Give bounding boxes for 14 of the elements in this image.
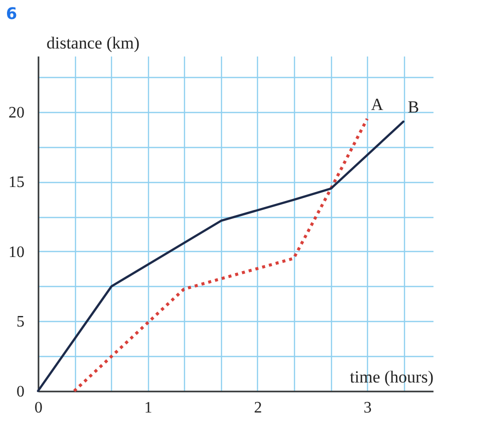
x-axis-title: time (hours) bbox=[350, 368, 434, 386]
text: 6 bbox=[6, 4, 18, 23]
y-axis-title: distance (km) bbox=[46, 34, 140, 52]
y-tick-label: 10 bbox=[8, 244, 24, 261]
y-tick-label: 0 bbox=[16, 384, 24, 400]
y-tick-label: 20 bbox=[8, 104, 24, 122]
x-tick-label: 0 bbox=[34, 400, 42, 416]
series-label: A bbox=[371, 94, 384, 114]
x-tick-label: 2 bbox=[254, 400, 262, 416]
y-tick-label: 15 bbox=[8, 174, 24, 192]
series-label: B bbox=[408, 98, 420, 117]
x-tick-label: 1 bbox=[144, 400, 152, 416]
y-tick-label: 5 bbox=[16, 314, 24, 331]
x-tick-label: 3 bbox=[364, 400, 372, 416]
